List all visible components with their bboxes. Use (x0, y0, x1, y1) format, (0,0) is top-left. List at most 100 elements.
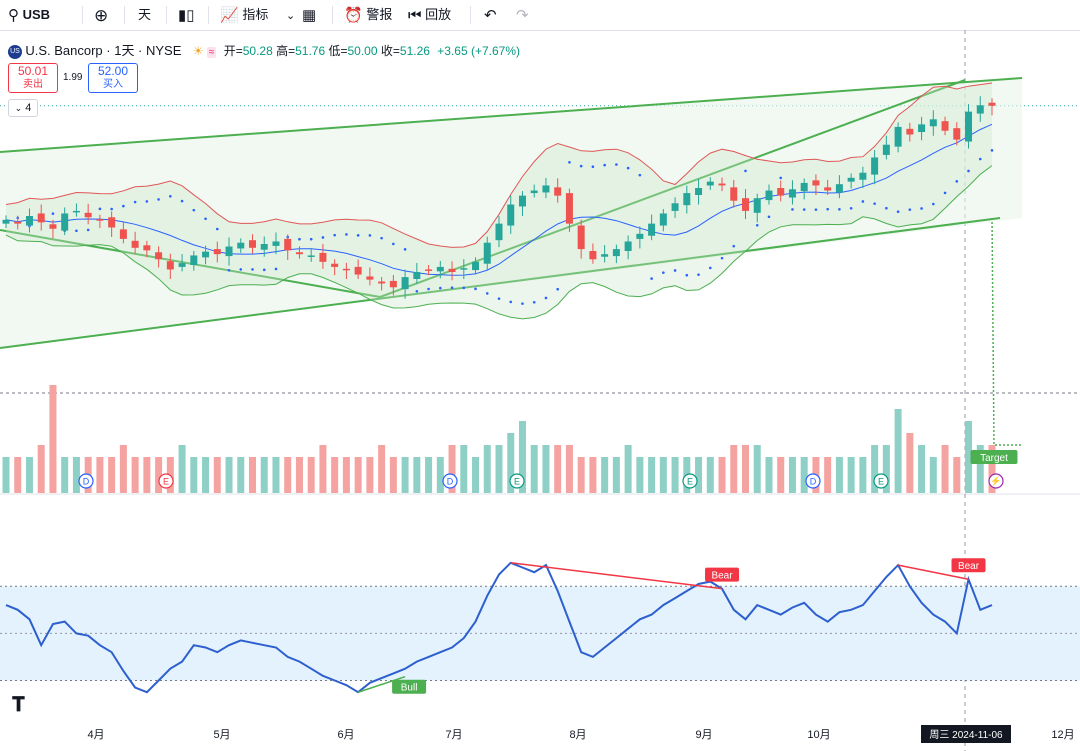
chart-canvas[interactable]: D E D E E D E ⚡ 4月 5月 6月 7月 8月 9月 10月 12月 周三 2024-11-06… (0, 30, 1080, 751)
psar-dot (485, 292, 489, 295)
candle-body (14, 221, 22, 224)
candle-body (742, 198, 749, 211)
psar-dot (368, 234, 372, 237)
volume-bar (507, 433, 515, 493)
sun-icon: ☀ (192, 44, 204, 58)
target-label: Target (980, 453, 1008, 464)
channel-lower-line (0, 217, 1001, 349)
bollinger-fill (6, 82, 992, 319)
candle-body (202, 251, 210, 258)
psar-dot (732, 244, 736, 248)
candle-body (894, 126, 902, 147)
volume-bar (483, 445, 491, 493)
candle-body (2, 219, 10, 224)
interval-button[interactable]: 天 (138, 4, 151, 26)
indicators-button[interactable]: 📈 指标 ⌄ (220, 4, 295, 26)
layouts-button[interactable]: ▦ (302, 4, 316, 26)
time-axis: 4月 5月 6月 7月 8月 9月 10月 12月 周三 2024-11-06 (87, 725, 1075, 743)
compare-add-button[interactable]: ⊕ (94, 4, 108, 26)
psar-dot (990, 149, 994, 152)
psar-dot (180, 199, 184, 203)
volume-bar (2, 457, 10, 493)
symbol-search-button[interactable]: ⚲ USB (8, 4, 50, 26)
chart-type-button[interactable]: ▮▯ (178, 4, 195, 26)
candle-body (601, 254, 609, 257)
candle-body (436, 266, 444, 272)
candle-body (284, 238, 292, 251)
rsi-line (5, 561, 993, 694)
volume-bar (331, 457, 339, 493)
alarm-clock-icon: ⏰ (344, 6, 363, 24)
candle-body (765, 190, 773, 201)
alert-button[interactable]: ⏰ 警报 (344, 4, 392, 26)
psar-dot (838, 207, 841, 211)
psar-dot (309, 237, 313, 241)
redo-button[interactable]: ↷ (516, 4, 529, 26)
low-label: 低= (328, 44, 348, 58)
psar-dot (98, 207, 102, 211)
sell-button[interactable]: 50.01 卖出 (8, 63, 58, 93)
time-axis-tick: 12月 (1051, 729, 1074, 741)
psar-dot (392, 242, 395, 246)
volume-bar (225, 457, 233, 493)
candle-body (37, 213, 45, 223)
candle-body (554, 187, 562, 196)
high-label: 高= (276, 44, 296, 58)
candle-body (495, 223, 503, 241)
candle-body (143, 245, 151, 251)
candle-body (425, 269, 433, 271)
volume-bar (906, 433, 914, 493)
undo-button[interactable]: ↶ (484, 4, 497, 26)
candle-body (448, 268, 456, 272)
psar-dot (814, 208, 818, 211)
psar-dot (532, 300, 536, 304)
symbol-label: USB (22, 7, 51, 22)
candle-body (965, 111, 973, 142)
psar-dot (955, 180, 959, 183)
volume-bar (777, 457, 785, 493)
candle-body (906, 128, 914, 135)
toolbar-divider (166, 6, 167, 24)
psar-dot (908, 208, 912, 211)
parabolic-sar (16, 149, 994, 305)
event-markers: D E D E E D E ⚡ (78, 473, 1004, 489)
usb-logo-icon: US (8, 44, 22, 59)
volume-bar (190, 457, 198, 493)
indicators-collapse-button[interactable]: ⌄ 4 (8, 99, 38, 117)
volume-bar (448, 445, 456, 493)
replay-button[interactable]: ⏮ 回放 (408, 4, 451, 26)
psar-dot (239, 268, 243, 271)
close-value: 51.26 (399, 44, 430, 58)
toolbar-divider (82, 6, 83, 24)
psar-dot (86, 228, 90, 232)
buy-button[interactable]: 52.00 买入 (88, 63, 138, 93)
volume-bar (460, 445, 468, 493)
candle-body (460, 268, 468, 270)
interval-label: 天 (138, 7, 152, 22)
volume-bar (988, 445, 996, 493)
volume-bar (577, 457, 585, 493)
indicator-count: 4 (25, 102, 32, 114)
psar-dot (943, 191, 947, 195)
volume-bar (49, 385, 57, 493)
volume-bar (61, 457, 69, 493)
event-marker-circle (509, 473, 525, 489)
indicators-label: 指标 (242, 7, 269, 22)
candle-body (589, 251, 597, 260)
event-marker-label: D (83, 477, 90, 487)
volume-bar (319, 445, 327, 493)
candle-body (730, 187, 738, 201)
psar-dot (568, 160, 571, 164)
candle-body (342, 268, 350, 271)
candle-body (953, 128, 961, 140)
psar-dot (133, 200, 137, 204)
event-marker-circle (805, 473, 821, 489)
candle-body (918, 124, 926, 132)
market-status-icon: ≈ (206, 47, 217, 58)
bear-label: Bear (711, 571, 733, 582)
psar-dot (932, 202, 935, 206)
candlestick-series (2, 96, 996, 299)
psar-dot (110, 207, 113, 211)
psar-dot (685, 273, 689, 277)
psar-dot (662, 271, 665, 274)
